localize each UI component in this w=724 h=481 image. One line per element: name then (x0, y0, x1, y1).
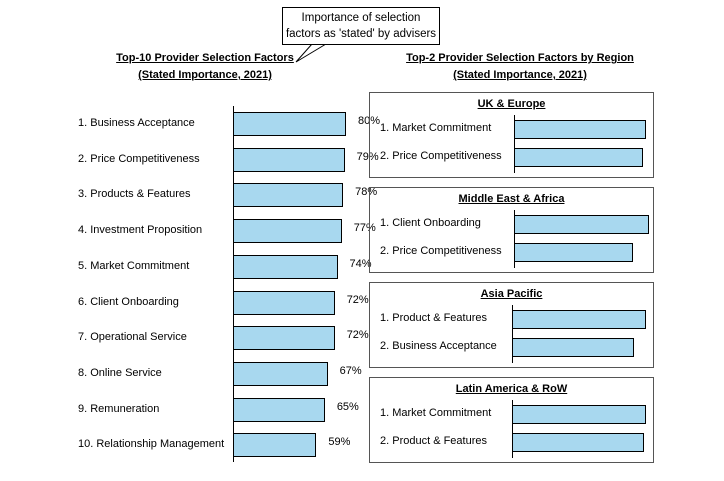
left-bar (233, 290, 335, 315)
region-axis (514, 210, 515, 268)
region-bar (514, 148, 643, 167)
left-bar (233, 219, 342, 244)
left-category-label: 5. Market Commitment (78, 259, 190, 272)
region-category-label: 2. Price Competitiveness (380, 150, 502, 162)
left-value-label: 74% (349, 257, 372, 270)
region-category-label: 2. Business Acceptance (380, 340, 497, 352)
region-category-label: 2. Product & Features (380, 435, 487, 447)
left-bar (233, 254, 338, 279)
left-category-label: 3. Products & Features (78, 188, 191, 201)
left-category-label: 10. Relationship Management (78, 438, 225, 451)
region-bar (512, 310, 646, 329)
right-chart-subtitle: (Stated Importance, 2021) (453, 69, 587, 81)
left-bar (233, 361, 328, 386)
left-chart-title-block: Top-10 Provider Selection Factors (State… (115, 50, 295, 84)
region-category-label: 1. Product & Features (380, 312, 487, 324)
left-bar (233, 147, 345, 172)
left-value-label: 77% (353, 222, 376, 235)
left-bar (233, 433, 317, 458)
left-category-label: 6. Client Onboarding (78, 295, 179, 308)
left-chart-title: Top-10 Provider Selection Factors (116, 52, 294, 64)
region-category-label: 1. Market Commitment (380, 122, 492, 134)
left-category-label: 9. Remuneration (78, 402, 160, 415)
region-panel: Middle East & Africa 1. Client Onboarding… (369, 187, 654, 273)
right-chart-title: Top-2 Provider Selection Factors by Regi… (406, 52, 634, 64)
region-title: Middle East & Africa (458, 193, 565, 205)
region-bar (512, 433, 644, 452)
left-category-label: 1. Business Acceptance (78, 117, 195, 129)
region-bar (512, 338, 635, 357)
left-category-label: 2. Price Competitiveness (78, 152, 200, 165)
region-category-label: 2. Price Competitiveness (380, 245, 502, 257)
region-bar (514, 120, 646, 139)
left-value-label: 72% (346, 329, 369, 342)
region-panel: Latin America & RoW 1. Market Commitment 2… (369, 377, 654, 463)
left-category-label: 8. Online Service (78, 366, 162, 379)
region-bar (512, 405, 646, 424)
region-category-label: 1. Client Onboarding (380, 217, 481, 229)
left-value-label: 78% (355, 186, 378, 199)
region-category-label: 1. Market Commitment (380, 407, 492, 419)
callout-line-1: Importance of selection (301, 12, 421, 24)
region-title: Latin America & RoW (455, 383, 568, 395)
left-value-label: 59% (328, 436, 351, 449)
left-category-label: 7. Operational Service (78, 331, 187, 344)
left-bar (233, 183, 344, 208)
region-bar (514, 215, 650, 234)
left-value-label: 79% (356, 150, 379, 163)
region-panel: Asia Pacific 1. Product & Features 2. Busi… (369, 282, 654, 368)
left-value-label: 72% (346, 293, 369, 306)
callout-note: Importance of selection factors as 'stat… (282, 7, 440, 45)
left-category-label: 4. Investment Proposition (78, 224, 203, 237)
left-chart-subtitle: (Stated Importance, 2021) (138, 69, 272, 81)
region-title: Asia Pacific (480, 288, 543, 300)
region-title: UK & Europe (477, 98, 546, 110)
region-panel: UK & Europe 1. Market Commitment 2. Price … (369, 92, 654, 178)
region-axis (514, 115, 515, 173)
left-bar (233, 326, 335, 351)
callout-line-2: factors as 'stated' by advisers (285, 28, 437, 40)
region-axis (512, 400, 513, 458)
right-chart-title-block: Top-2 Provider Selection Factors by Regi… (395, 50, 645, 84)
left-value-label: 65% (336, 400, 359, 413)
left-value-label: 67% (339, 364, 362, 377)
left-chart-axis (233, 106, 234, 462)
left-bar (233, 112, 346, 136)
left-bar (233, 397, 325, 422)
region-bar (514, 243, 633, 262)
region-axis (512, 305, 513, 363)
